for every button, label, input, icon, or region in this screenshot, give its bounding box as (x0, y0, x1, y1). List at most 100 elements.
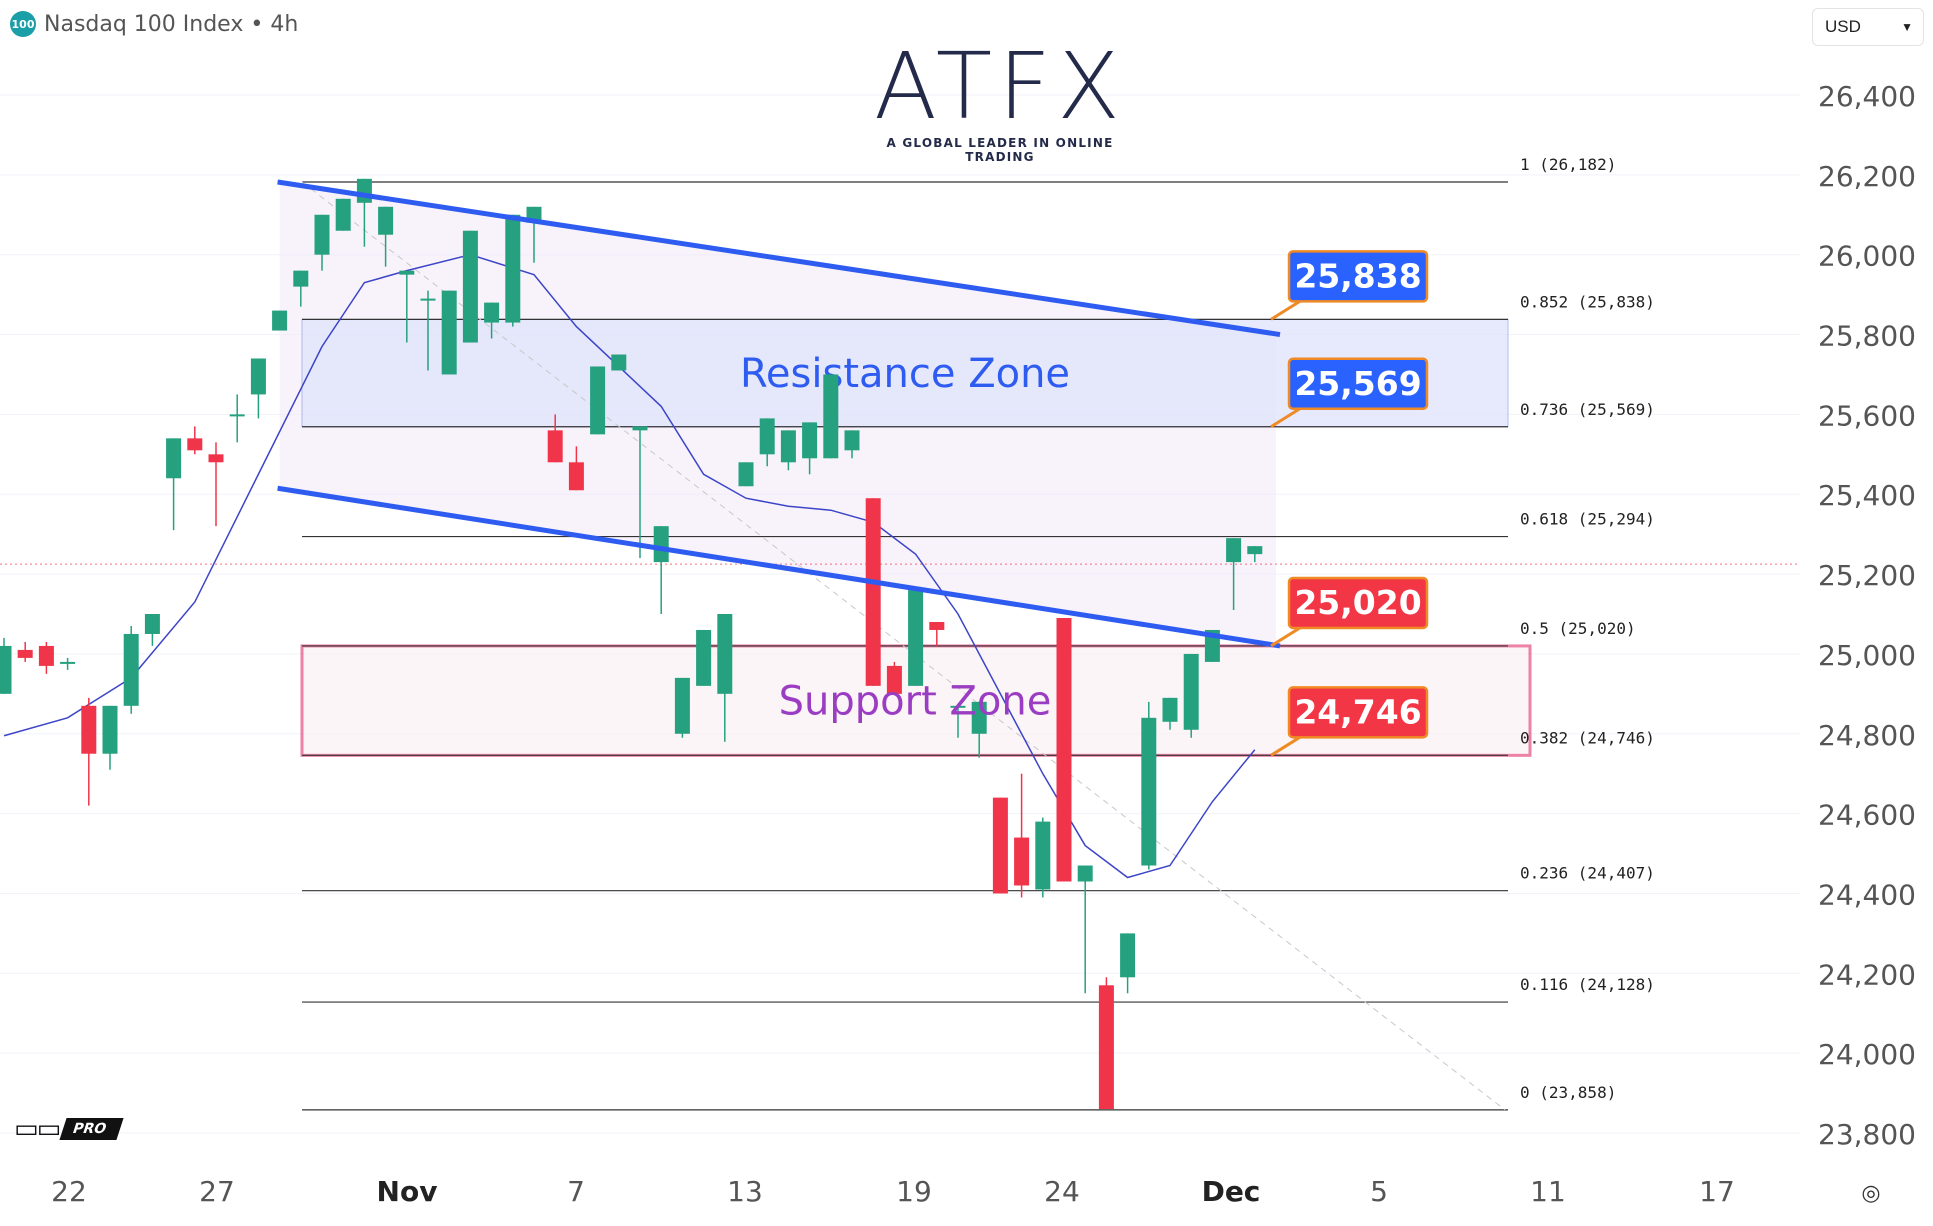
symbol-title: Nasdaq 100 Index • 4h (44, 11, 299, 37)
fib-label: 0.618 (25,294) (1520, 510, 1655, 529)
callout-box (1287, 250, 1429, 303)
currency-select[interactable]: USD ▼ (1812, 8, 1924, 46)
candle-body (802, 422, 818, 459)
candle-body (1120, 933, 1136, 978)
candle-body (1247, 546, 1263, 555)
time-tick-label: Dec (1202, 1175, 1261, 1208)
symbol-header[interactable]: 100 Nasdaq 100 Index • 4h (10, 10, 298, 38)
candle-body (314, 214, 330, 255)
price-callouts: 25,838 25,569 25,020 24,746 (1270, 250, 1429, 757)
candle-body (250, 358, 266, 395)
fib-label: 0 (23,858) (1520, 1083, 1616, 1102)
price-tick-label: 25,200 (1818, 559, 1916, 592)
fib-label: 0.852 (25,838) (1520, 292, 1655, 311)
symbol-badge: 100 (10, 11, 36, 37)
candle-body (187, 438, 203, 451)
candle-body (81, 705, 97, 754)
price-tick-label: 25,600 (1818, 399, 1916, 432)
candle-body (1183, 653, 1199, 730)
candle-body (0, 645, 12, 694)
time-axis[interactable]: 22 27 Nov 7 13 19 24 Dec 5 11 17 (51, 1175, 1735, 1208)
candlesticks (0, 178, 1263, 1110)
time-tick-label: Nov (377, 1175, 438, 1208)
time-tick-label: 17 (1699, 1175, 1735, 1208)
price-tick-label: 24,600 (1818, 799, 1916, 832)
candle-body (1077, 865, 1093, 882)
candle-body (950, 705, 966, 708)
candle-body (1226, 538, 1242, 563)
callout-value: 24,746 (1294, 692, 1421, 731)
candle-body (272, 310, 288, 331)
callout-value: 25,569 (1294, 364, 1421, 403)
candle-body (123, 633, 139, 706)
price-tick-label: 26,000 (1818, 240, 1916, 273)
candle-body (505, 214, 521, 323)
time-tick-label: 19 (896, 1175, 932, 1208)
candle-body (929, 621, 945, 630)
settings-icon[interactable]: ◎ (1861, 1180, 1881, 1205)
candle-body (590, 366, 606, 435)
callout-box (1287, 576, 1429, 630)
time-tick-label: 13 (727, 1175, 763, 1208)
candle-body (356, 178, 372, 203)
price-tick-label: 25,000 (1818, 639, 1916, 672)
price-tick-label: 25,800 (1818, 320, 1916, 353)
candle-body (1141, 717, 1157, 866)
candle-body (865, 498, 881, 686)
candle-body (823, 374, 839, 459)
tradingview-logo[interactable]: ▭▭ PRO (14, 1114, 124, 1144)
time-tick-label: 5 (1370, 1175, 1388, 1208)
logo-tagline: A GLOBAL LEADER IN ONLINE TRADING (886, 136, 1114, 164)
atfx-logo: ATFX A GLOBAL LEADER IN ONLINE TRADING (870, 41, 1130, 165)
candle-body (908, 590, 924, 686)
tv-pro-badge: PRO (59, 1118, 124, 1140)
candle-body (674, 677, 690, 734)
trendline-upper (277, 179, 1281, 338)
fib-label: 0.736 (25,569) (1520, 400, 1655, 419)
candle-body (102, 705, 118, 754)
time-tick-label: 27 (199, 1175, 235, 1208)
candle-body (971, 701, 987, 734)
trendline-lower (277, 485, 1281, 649)
candle-body (844, 430, 860, 451)
fib-label: 0.5 (25,020) (1520, 619, 1636, 638)
price-tick-label: 23,800 (1818, 1118, 1916, 1151)
candle-body (335, 198, 351, 231)
fib-label: 0.382 (24,746) (1520, 728, 1655, 747)
candle-body (378, 206, 394, 235)
candle-body (1014, 837, 1030, 886)
candle-body (992, 797, 1008, 894)
fibonacci-levels: 1 (26,182) 0.852 (25,838) 0.736 (25,569) 0.… (0, 155, 1800, 1111)
candle-body (38, 645, 54, 666)
candle-body (441, 290, 457, 375)
time-tick-label: 22 (51, 1175, 87, 1208)
candle-body (462, 230, 478, 343)
callout-pointer (1270, 734, 1304, 757)
candle-body (611, 354, 627, 371)
candle-body (759, 418, 775, 455)
candle-body (547, 430, 563, 463)
price-tick-label: 24,400 (1818, 878, 1916, 911)
callout-value: 25,020 (1294, 583, 1421, 622)
candle-body (420, 298, 436, 301)
candle-body (632, 426, 648, 431)
candle-body (653, 526, 669, 563)
price-tick-label: 24,000 (1818, 1038, 1916, 1071)
callout-pointer (1270, 624, 1304, 648)
candle-body (293, 270, 309, 287)
price-tick-label: 24,800 (1818, 719, 1916, 752)
candle-body (144, 614, 160, 634)
candle-body (17, 649, 33, 658)
candle-body (738, 462, 754, 487)
price-axis[interactable]: 26,400 26,200 26,000 25,800 25,600 25,400 25,2… (1818, 80, 1916, 1151)
candle-body (229, 414, 245, 417)
time-tick-label: 11 (1530, 1175, 1566, 1208)
candle-body (484, 302, 500, 323)
candle-body (60, 661, 76, 664)
candle-body (1098, 985, 1114, 1110)
candle-body (399, 270, 415, 275)
price-tick-label: 24,200 (1818, 958, 1916, 991)
fib-label: 1 (26,182) (1520, 155, 1616, 174)
price-tick-label: 26,200 (1818, 160, 1916, 193)
